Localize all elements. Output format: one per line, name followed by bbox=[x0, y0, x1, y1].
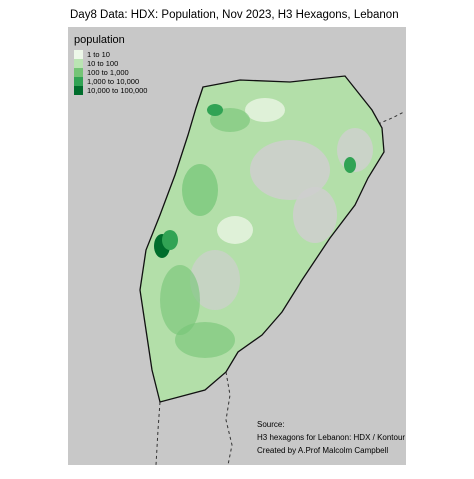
legend-label: 10 to 100 bbox=[87, 59, 118, 68]
caption-line: Source: bbox=[257, 420, 285, 429]
caption-line: Created by A.Prof Malcolm Campbell bbox=[257, 446, 388, 455]
map-title: Day8 Data: HDX: Population, Nov 2023, H3… bbox=[70, 9, 399, 21]
legend-label: 10,000 to 100,000 bbox=[87, 86, 147, 95]
legend-swatch bbox=[74, 68, 83, 77]
legend-label: 1 to 10 bbox=[87, 50, 110, 59]
legend-label: 100 to 1,000 bbox=[87, 68, 129, 77]
caption: Source: H3 hexagons for Lebanon: HDX / K… bbox=[257, 420, 405, 455]
legend-title: population bbox=[74, 34, 125, 46]
neighbour-borders bbox=[155, 111, 405, 466]
legend-swatch bbox=[74, 86, 83, 95]
legend-swatch bbox=[74, 77, 83, 86]
legend-label: 1,000 to 10,000 bbox=[87, 77, 139, 86]
legend-swatch bbox=[74, 59, 83, 68]
legend-swatch bbox=[74, 50, 83, 59]
caption-line: H3 hexagons for Lebanon: HDX / Kontour bbox=[257, 433, 405, 442]
population-pattern bbox=[154, 98, 373, 358]
